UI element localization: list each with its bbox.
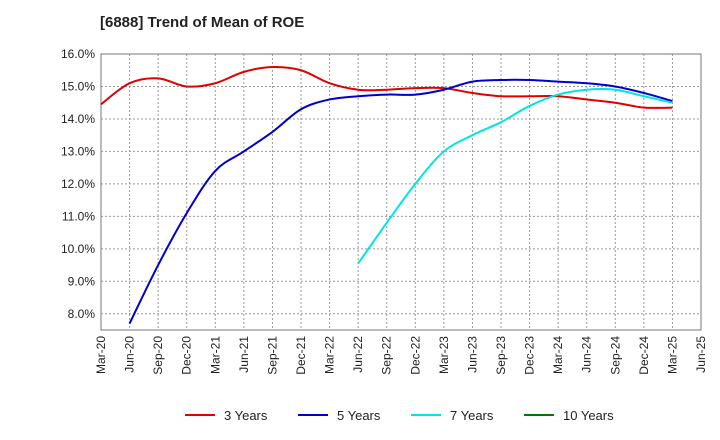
x-tick-label: Jun-21	[237, 336, 251, 373]
legend: 3 Years 5 Years 7 Years 10 Years	[185, 408, 614, 423]
x-tick-label: Mar-23	[437, 336, 451, 374]
y-axis-ticks: 8.0% 9.0% 10.0% 11.0% 12.0% 13.0% 14.0% 15.0% 16…	[61, 47, 95, 321]
x-tick-label: Mar-20	[94, 336, 108, 374]
x-tick-label: Jun-25	[694, 336, 708, 373]
legend-label-10-years: 10 Years	[563, 408, 614, 423]
y-tick-label: 11.0%	[62, 209, 95, 223]
series-line-5-years	[128, 78, 673, 324]
plot-frame	[100, 53, 702, 331]
series-line-3-years	[100, 65, 673, 109]
x-tick-label: Mar-21	[208, 336, 222, 374]
x-tick-label: Mar-24	[551, 336, 565, 374]
x-tick-label: Sep-24	[608, 336, 622, 375]
x-tick-label: Dec-21	[294, 336, 308, 375]
x-tick-label: Jun-22	[351, 336, 365, 373]
x-tick-label: Dec-24	[637, 336, 651, 375]
x-tick-label: Dec-23	[523, 336, 537, 375]
chart-title: [6888] Trend of Mean of ROE	[100, 14, 305, 31]
y-tick-label: 10.0%	[61, 242, 95, 256]
y-tick-label: 9.0%	[68, 274, 96, 288]
y-tick-label: 12.0%	[61, 177, 95, 191]
x-tick-label: Mar-25	[665, 336, 679, 374]
y-tick-label: 16.0%	[61, 47, 95, 61]
legend-label-5-years: 5 Years	[337, 408, 381, 423]
legend-label-3-years: 3 Years	[224, 408, 268, 423]
x-tick-label: Sep-23	[494, 336, 508, 375]
x-tick-label: Sep-22	[380, 336, 394, 375]
y-tick-label: 8.0%	[68, 307, 96, 321]
x-tick-label: Sep-20	[151, 336, 165, 375]
y-tick-label: 14.0%	[61, 112, 95, 126]
x-tick-label: Jun-23	[465, 336, 479, 373]
y-tick-label: 15.0%	[61, 79, 95, 93]
x-tick-label: Mar-22	[323, 336, 337, 374]
y-tick-label: 13.0%	[61, 144, 95, 158]
legend-label-7-years: 7 Years	[450, 408, 494, 423]
series-lines	[100, 65, 673, 324]
x-tick-label: Dec-20	[180, 336, 194, 375]
x-axis-ticks: Mar-20 Jun-20 Sep-20 Dec-20 Mar-21 Jun-21 Sep-…	[94, 336, 708, 375]
series-line-7-years	[357, 88, 673, 265]
x-tick-label: Sep-21	[265, 336, 279, 375]
x-tick-label: Jun-20	[123, 336, 137, 373]
x-tick-label: Dec-22	[408, 336, 422, 375]
x-tick-label: Jun-24	[580, 336, 594, 373]
